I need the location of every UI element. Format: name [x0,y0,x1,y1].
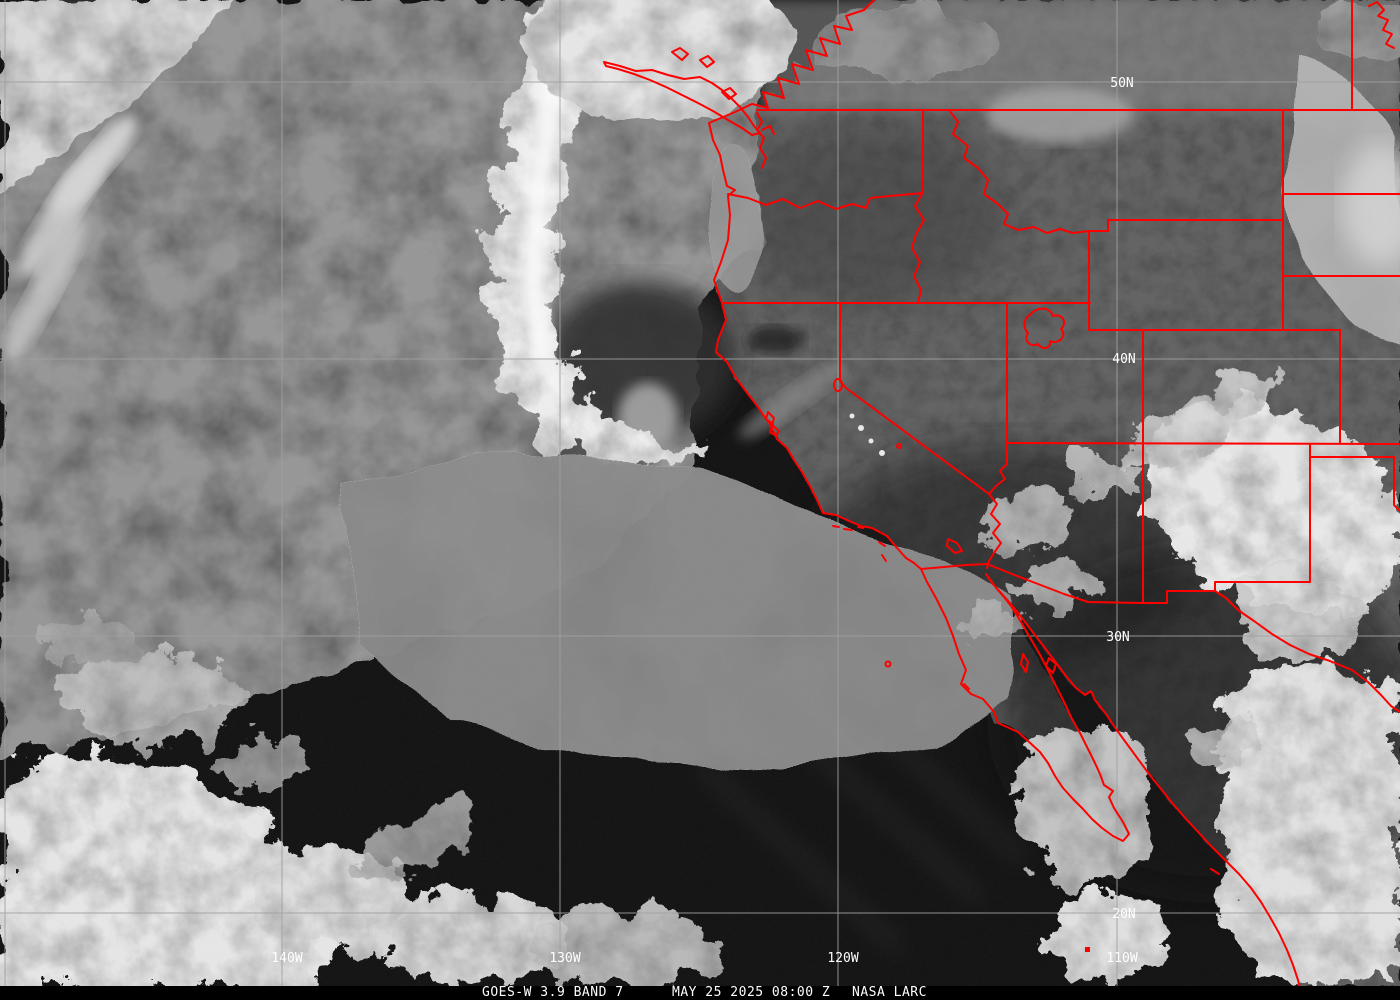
map-markers [1085,947,1090,952]
isla-guadalupe-outline [884,660,892,668]
isla-socorro-marker [1085,947,1090,952]
map-borders [603,0,1400,986]
caption-product: GOES-W 3.9 BAND 7 [482,985,624,1000]
lon-label-110w: 110W [1106,951,1137,966]
border-ca-az-colorado-river [986,493,1002,569]
lakes-canada-outline [1368,1,1395,49]
lat-label-40n: 40N [1112,352,1135,367]
lat-label-50n: 50N [1110,76,1133,91]
border-37n [1006,442,1400,445]
isla-cedros-outline [963,683,970,690]
coastline-pacific [708,0,1301,986]
lon-label-140w: 140W [271,951,302,966]
gulf-of-california-islands [1020,653,1057,674]
lake-tahoe-outline [833,378,843,392]
border-mt-wy-45n [1088,219,1284,232]
lon-label-130w: 130W [549,951,580,966]
border-ca-nv [839,302,990,495]
great-salt-lake-outline [1023,307,1065,349]
lat-label-30n: 30N [1106,630,1129,645]
border-or-id-snake [911,191,925,304]
border-nm-tx [1214,444,1311,592]
vancouver-island-outline [603,61,761,136]
border-rio-grande [1214,590,1400,713]
border-us-mexico-ca [920,563,988,570]
bc-strait-islands [671,47,737,100]
san-francisco-bay-outline [765,411,780,437]
lake-owens-outline [896,443,902,449]
caption-credit: NASA LARC [852,985,927,1000]
border-nv-az-colorado-river [988,442,1008,495]
channel-islands [832,525,887,562]
border-ok-tx [1309,456,1400,512]
lon-label-120w: 120W [827,951,858,966]
border-wa-or-columbia [727,192,924,210]
salton-sea-outline [946,538,963,554]
border-us-mexico-az-nm [986,563,1216,604]
islas-marias-outline [1210,868,1220,875]
puget-sound-outline [756,112,775,169]
caption-bar: GOES-W 3.9 BAND 7 MAY 25 2025 08:00 Z NA… [0,986,1400,1000]
lat-label-20n: 20N [1112,907,1135,922]
caption-datetime: MAY 25 2025 08:00 Z [672,985,831,1000]
grid-labels: 50N 40N 30N 20N 140W 130W 120W 110W [271,76,1137,966]
border-id-mt-bitterroot [948,109,1090,234]
